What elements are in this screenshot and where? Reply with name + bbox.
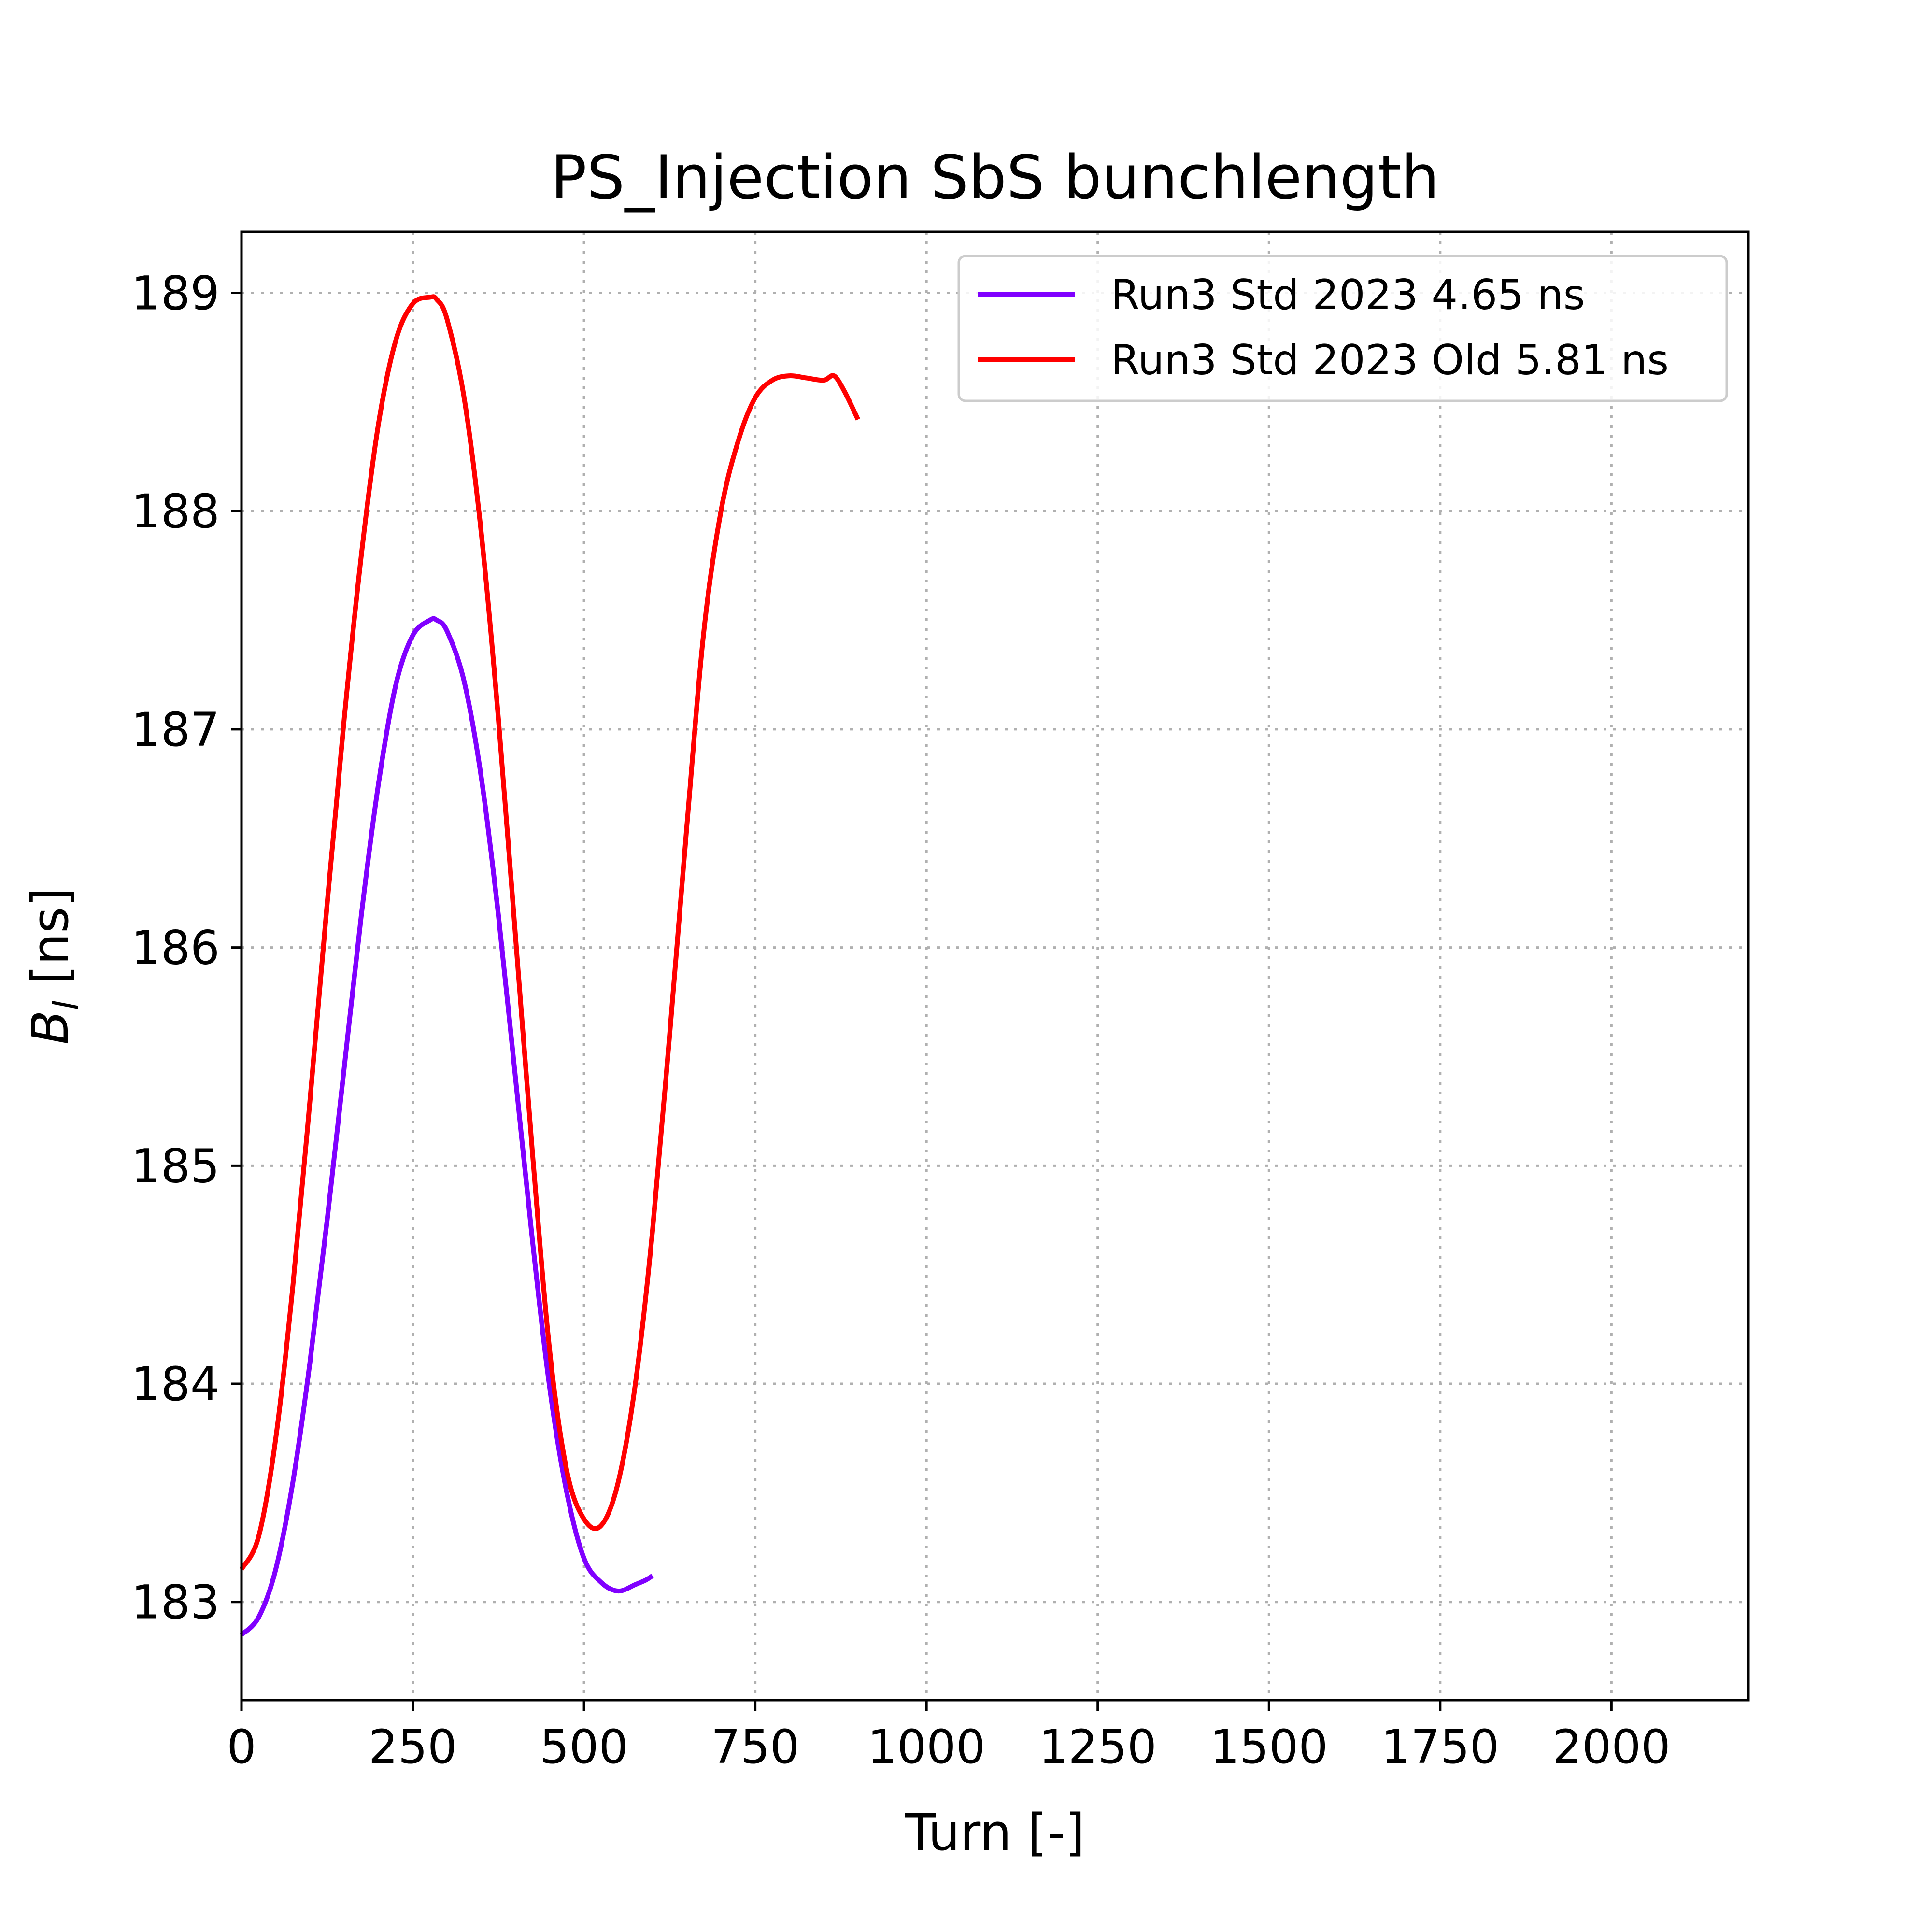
legend-label-2: Run3 Std 2023 Old 5.81 ns [1111, 336, 1669, 384]
y-tick-label: 184 [131, 1357, 220, 1411]
x-axis-label: Turn [-] [905, 1803, 1085, 1862]
y-tick-label: 183 [131, 1576, 220, 1630]
ticks: 0 250 500 750 1000 1250 1500 1750 2000 183 184 185 1… [131, 266, 1671, 1774]
y-axis-label: Bl [ns] [21, 887, 86, 1045]
plot-frame [240, 230, 1750, 1702]
x-tick-label: 1250 [1039, 1720, 1157, 1774]
y-tick-label: 186 [131, 921, 220, 975]
y-tick-label: 185 [131, 1139, 220, 1193]
x-tick-label: 500 [540, 1720, 628, 1774]
series-layer [239, 294, 860, 1637]
x-tick-label: 250 [369, 1720, 457, 1774]
x-tick-label: 2000 [1552, 1720, 1670, 1774]
y-axis-label-subscript: l [46, 1000, 86, 1010]
legend-frame [957, 255, 1728, 402]
series-line-1 [240, 616, 654, 1637]
x-tick-label: 1000 [867, 1720, 985, 1774]
x-tick-label: 1500 [1210, 1720, 1328, 1774]
x-tick-label: 0 [227, 1720, 256, 1774]
plot-area-background [242, 232, 1748, 1700]
y-tick-label: 187 [131, 703, 220, 757]
y-axis-label-base: B [21, 1010, 80, 1044]
y-axis-label-unit: [ns] [21, 887, 80, 1000]
series-line-2 [239, 294, 860, 1571]
y-tick-label: 188 [131, 484, 220, 539]
x-tick-label: 1750 [1381, 1720, 1499, 1774]
chart-title: PS_Injection SbS bunchlength [551, 143, 1439, 213]
x-tick-label: 750 [711, 1720, 799, 1774]
y-tick-label: 189 [131, 266, 220, 320]
legend: Run3 Std 2023 4.65 ns Run3 Std 2023 Old 5… [957, 255, 1728, 402]
legend-label-1: Run3 Std 2023 4.65 ns [1111, 271, 1585, 319]
